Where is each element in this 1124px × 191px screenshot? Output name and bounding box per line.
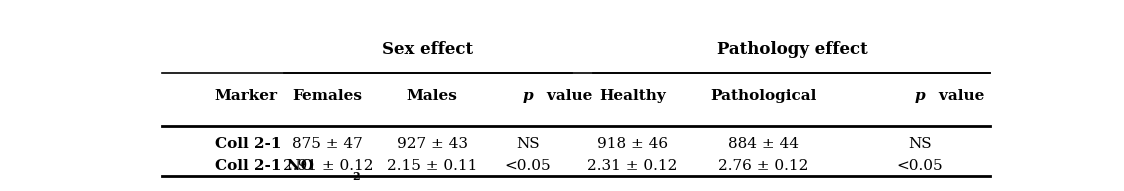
Text: <0.05: <0.05 (505, 159, 552, 173)
Text: Coll 2-1 NO: Coll 2-1 NO (215, 159, 314, 173)
Text: 2.91 ± 0.12: 2.91 ± 0.12 (282, 159, 373, 173)
Text: NS: NS (516, 137, 540, 151)
Text: value: value (936, 89, 985, 104)
Text: Healthy: Healthy (599, 89, 667, 104)
Text: Males: Males (407, 89, 457, 104)
Text: 2.31 ± 0.12: 2.31 ± 0.12 (588, 159, 678, 173)
Text: 884 ± 44: 884 ± 44 (728, 137, 799, 151)
Text: Marker: Marker (215, 89, 278, 104)
Text: Pathological: Pathological (710, 89, 816, 104)
Text: Pathology effect: Pathology effect (717, 41, 868, 58)
Text: 927 ± 43: 927 ± 43 (397, 137, 468, 151)
Text: <0.05: <0.05 (897, 159, 943, 173)
Text: 875 ± 47: 875 ± 47 (292, 137, 363, 151)
Text: 918 ± 46: 918 ± 46 (597, 137, 669, 151)
Text: value: value (544, 89, 592, 104)
Text: 2.15 ± 0.11: 2.15 ± 0.11 (387, 159, 478, 173)
Text: NS: NS (908, 137, 932, 151)
Text: p: p (523, 89, 534, 104)
Text: 2: 2 (352, 171, 360, 182)
Text: Coll 2-1: Coll 2-1 (215, 137, 281, 151)
Text: p: p (915, 89, 925, 104)
Text: Females: Females (292, 89, 363, 104)
Text: Sex effect: Sex effect (382, 41, 473, 58)
Text: 2.76 ± 0.12: 2.76 ± 0.12 (718, 159, 808, 173)
